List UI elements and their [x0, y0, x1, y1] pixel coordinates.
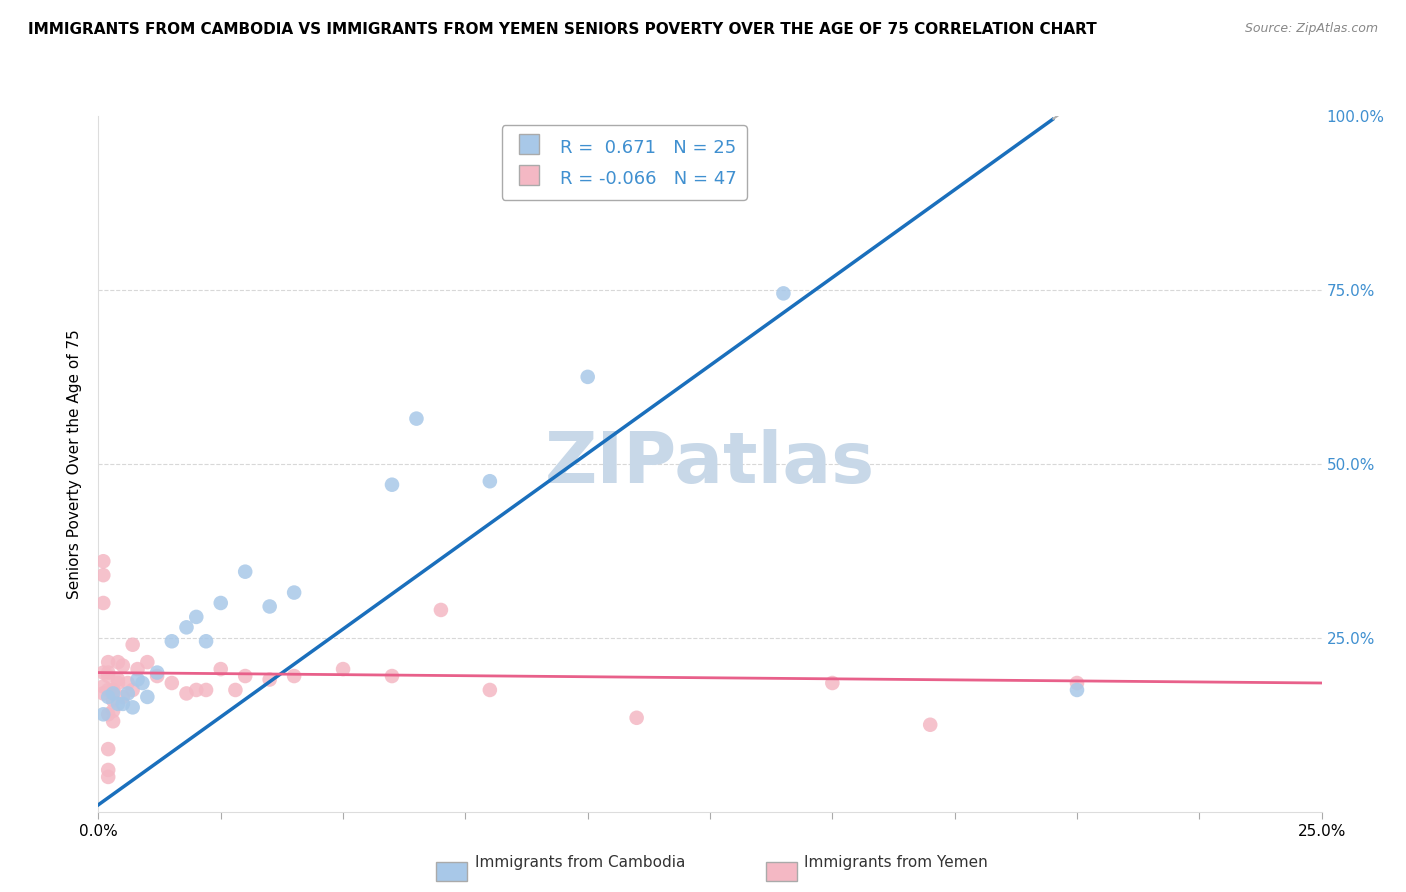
Point: [131, 676, 153, 690]
Point: [97, 742, 120, 756]
Point: [209, 596, 232, 610]
Point: [91, 596, 114, 610]
Point: [97, 763, 120, 777]
Point: [821, 676, 844, 690]
Point: [121, 683, 143, 698]
Point: [136, 690, 159, 704]
Text: Source: ZipAtlas.com: Source: ZipAtlas.com: [1244, 22, 1378, 36]
Point: [101, 693, 124, 707]
Point: [224, 683, 246, 698]
Point: [91, 554, 114, 568]
Point: [405, 411, 427, 425]
Point: [332, 662, 354, 676]
Point: [209, 662, 232, 676]
Point: [626, 711, 648, 725]
Point: [107, 655, 129, 669]
Point: [101, 683, 124, 698]
Point: [121, 638, 143, 652]
Point: [283, 669, 305, 683]
Point: [91, 707, 114, 722]
Point: [127, 662, 149, 676]
Point: [97, 683, 120, 698]
Point: [920, 717, 942, 731]
Point: [430, 603, 453, 617]
Point: [1066, 683, 1088, 698]
Point: [146, 665, 169, 680]
Point: [233, 565, 256, 579]
Point: [97, 690, 120, 704]
Point: [97, 669, 120, 683]
Y-axis label: Seniors Poverty Over the Age of 75: Seniors Poverty Over the Age of 75: [67, 329, 83, 599]
Point: [97, 707, 120, 722]
Point: [772, 286, 794, 301]
Point: [111, 690, 134, 704]
Point: [107, 697, 129, 711]
Point: [107, 676, 129, 690]
Point: [91, 665, 114, 680]
Point: [186, 610, 208, 624]
Point: [101, 683, 124, 698]
Point: [146, 669, 169, 683]
Point: [1066, 676, 1088, 690]
Point: [101, 714, 124, 729]
Point: [576, 369, 599, 384]
Point: [478, 475, 501, 489]
Point: [176, 620, 198, 634]
Point: [101, 686, 124, 700]
Point: [107, 673, 129, 687]
Point: [283, 585, 305, 599]
Text: ZIPatlas: ZIPatlas: [546, 429, 875, 499]
Point: [160, 634, 183, 648]
Point: [111, 697, 134, 711]
Point: [160, 676, 183, 690]
Legend: R =  0.671   N = 25, R = -0.066   N = 47: R = 0.671 N = 25, R = -0.066 N = 47: [502, 125, 747, 200]
Point: [91, 686, 114, 700]
Point: [233, 669, 256, 683]
Point: [195, 683, 218, 698]
Point: [121, 700, 143, 714]
Point: [91, 568, 114, 582]
Point: [381, 477, 404, 491]
Text: Immigrants from Cambodia: Immigrants from Cambodia: [475, 855, 686, 870]
Point: [259, 673, 281, 687]
Point: [97, 655, 120, 669]
Point: [117, 676, 139, 690]
Point: [111, 658, 134, 673]
Point: [259, 599, 281, 614]
Point: [91, 680, 114, 694]
Point: [117, 686, 139, 700]
Point: [97, 665, 120, 680]
Point: [478, 683, 501, 698]
Point: [186, 683, 208, 698]
Point: [97, 770, 120, 784]
Text: IMMIGRANTS FROM CAMBODIA VS IMMIGRANTS FROM YEMEN SENIORS POVERTY OVER THE AGE O: IMMIGRANTS FROM CAMBODIA VS IMMIGRANTS F…: [28, 22, 1097, 37]
Text: Immigrants from Yemen: Immigrants from Yemen: [804, 855, 988, 870]
Point: [127, 673, 149, 687]
Point: [101, 704, 124, 718]
Point: [195, 634, 218, 648]
Point: [381, 669, 404, 683]
Point: [136, 655, 159, 669]
Point: [176, 686, 198, 700]
